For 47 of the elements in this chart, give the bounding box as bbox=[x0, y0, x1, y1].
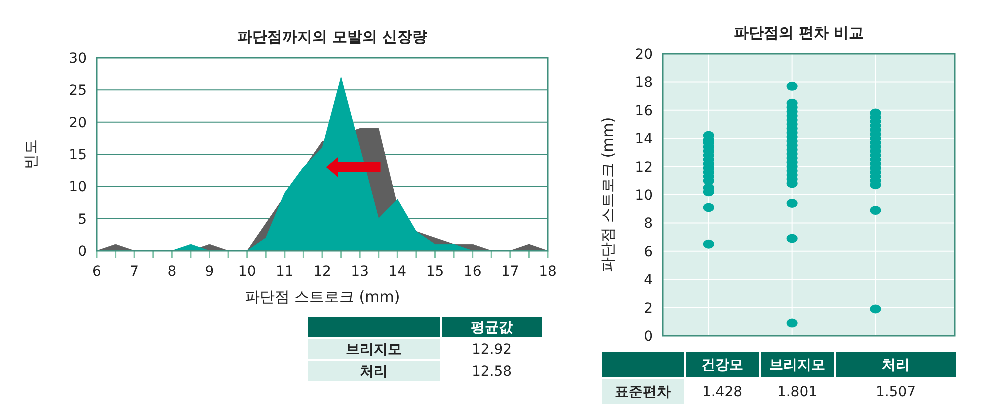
y-tick-label: 5 bbox=[78, 212, 87, 228]
x-tick-label: 14 bbox=[388, 264, 407, 280]
y-tick-label: 12 bbox=[635, 160, 653, 176]
text: 1.801 bbox=[777, 384, 818, 400]
x-tick-label: 17 bbox=[502, 264, 520, 280]
x-tick-label: 브리지모 bbox=[770, 358, 826, 374]
x-axis-title: 파단점 스트로크 (mm) bbox=[244, 288, 400, 306]
text: 12.58 bbox=[472, 364, 512, 380]
chart-title: 파단점까지의 모발의 신장량 bbox=[237, 28, 428, 46]
y-tick-label: 20 bbox=[635, 47, 653, 63]
text: 1.507 bbox=[876, 384, 916, 400]
x-tick-label: 12 bbox=[314, 264, 332, 280]
y-tick-label: 4 bbox=[644, 272, 654, 289]
text: 브리지모 bbox=[346, 342, 402, 358]
y-axis-title: 빈도 bbox=[22, 140, 40, 170]
x-tick-label: 처리 bbox=[882, 358, 910, 374]
x-tick-label: 9 bbox=[205, 264, 214, 280]
text: 1.428 bbox=[702, 384, 743, 400]
y-tick-label: 25 bbox=[69, 83, 87, 100]
y-tick-label: 2 bbox=[644, 300, 653, 317]
y-tick-label: 6 bbox=[644, 244, 654, 260]
x-tick-label: 18 bbox=[539, 264, 557, 280]
text: 12.92 bbox=[472, 342, 512, 358]
y-tick-label: 0 bbox=[78, 244, 87, 260]
y-tick-label: 18 bbox=[635, 75, 653, 92]
y-tick-label: 14 bbox=[635, 132, 654, 148]
x-tick-label: 7 bbox=[130, 264, 140, 280]
x-tick-label: 8 bbox=[168, 264, 177, 280]
y-tick-label: 10 bbox=[635, 188, 653, 204]
y-tick-label: 0 bbox=[644, 329, 653, 345]
y-tick-label: 15 bbox=[69, 148, 87, 164]
y-tick-label: 30 bbox=[69, 51, 87, 67]
text: 표준편차 bbox=[615, 384, 671, 400]
x-tick-label: 10 bbox=[238, 264, 256, 280]
x-tick-label: 13 bbox=[351, 264, 369, 280]
y-axis-title: 파단점 스트로크 (mm) bbox=[599, 117, 617, 273]
y-tick-label: 10 bbox=[69, 180, 87, 196]
text: 평균값 bbox=[471, 320, 514, 336]
y-tick-label: 8 bbox=[644, 216, 653, 232]
x-tick-label: 16 bbox=[464, 264, 482, 280]
x-tick-label: 6 bbox=[92, 264, 102, 280]
x-tick-label: 건강모 bbox=[702, 358, 744, 374]
x-tick-label: 15 bbox=[426, 264, 444, 280]
x-tick-label: 11 bbox=[276, 264, 294, 280]
y-tick-label: 20 bbox=[69, 115, 87, 132]
chart-title: 파단점의 편차 비교 bbox=[734, 24, 864, 42]
y-tick-label: 16 bbox=[635, 103, 654, 120]
